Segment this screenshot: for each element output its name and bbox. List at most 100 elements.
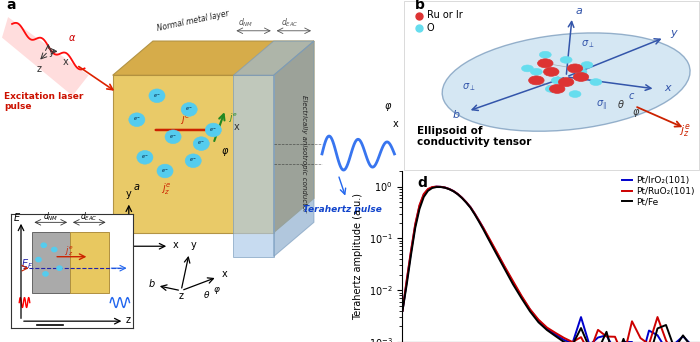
- Circle shape: [41, 243, 46, 247]
- Line: Pt/IrO₂(101): Pt/IrO₂(101): [402, 187, 692, 342]
- Text: $\varphi$: $\varphi$: [631, 107, 640, 119]
- Text: x: x: [233, 122, 239, 132]
- Pt/Fe: [441, 186, 449, 190]
- Text: x: x: [221, 269, 227, 279]
- Pt/IrO₂(101): [419, 193, 428, 197]
- Pt/Fe: [419, 195, 428, 199]
- Circle shape: [193, 137, 209, 150]
- Pt/RuO₂(101): [458, 196, 466, 200]
- Text: z: z: [103, 262, 108, 272]
- Pt/RuO₂(101): [483, 233, 491, 237]
- Pt/Fe: [662, 323, 670, 327]
- Pt/IrO₂(101): [398, 309, 407, 313]
- Pt/Fe: [653, 326, 662, 330]
- Pt/Fe: [492, 251, 500, 255]
- Legend: Pt/IrO₂(101), Pt/RuO₂(101), Pt/Fe: Pt/IrO₂(101), Pt/RuO₂(101), Pt/Fe: [621, 175, 696, 207]
- Pt/IrO₂(101): [500, 265, 509, 269]
- Pt/RuO₂(101): [594, 328, 602, 332]
- Text: $E_F$: $E_F$: [22, 257, 34, 271]
- Text: z: z: [179, 291, 184, 301]
- Pt/IrO₂(101): [679, 334, 687, 338]
- Circle shape: [531, 68, 542, 75]
- Circle shape: [581, 62, 593, 68]
- Text: $\varphi$: $\varphi$: [214, 286, 221, 297]
- Pt/IrO₂(101): [454, 192, 462, 196]
- Circle shape: [157, 164, 173, 178]
- Circle shape: [575, 68, 587, 75]
- Circle shape: [522, 65, 533, 72]
- Pt/Fe: [602, 330, 610, 334]
- Pt/Fe: [466, 206, 475, 210]
- Pt/IrO₂(101): [542, 327, 551, 331]
- Pt/IrO₂(101): [653, 333, 662, 337]
- Pt/Fe: [470, 212, 479, 216]
- Pt/RuO₂(101): [424, 187, 432, 191]
- Pt/RuO₂(101): [398, 309, 407, 313]
- Pt/IrO₂(101): [517, 294, 526, 299]
- Pt/IrO₂(101): [594, 336, 602, 340]
- Pt/IrO₂(101): [483, 234, 491, 238]
- Circle shape: [36, 258, 41, 262]
- Pt/IrO₂(101): [445, 187, 454, 191]
- Pt/Fe: [411, 226, 419, 230]
- Pt/Fe: [475, 220, 483, 224]
- Text: b: b: [149, 279, 155, 289]
- Circle shape: [543, 67, 559, 76]
- Pt/Fe: [526, 309, 534, 313]
- Circle shape: [149, 89, 165, 103]
- Pt/RuO₂(101): [475, 219, 483, 223]
- Pt/RuO₂(101): [568, 340, 577, 342]
- Pt/IrO₂(101): [568, 341, 577, 342]
- Pt/RuO₂(101): [462, 200, 470, 204]
- Text: $e^-$: $e^-$: [209, 126, 218, 134]
- Text: $j^e_z$: $j^e_z$: [679, 122, 691, 139]
- Text: $\alpha$: $\alpha$: [69, 33, 77, 43]
- Pt/IrO₂(101): [602, 333, 610, 337]
- Ellipse shape: [442, 33, 690, 131]
- Text: $\theta$: $\theta$: [203, 289, 211, 300]
- Text: $d_{EAC}$: $d_{EAC}$: [281, 17, 299, 29]
- Pt/Fe: [479, 227, 487, 231]
- Pt/IrO₂(101): [437, 185, 445, 189]
- Pt/RuO₂(101): [407, 249, 415, 253]
- Circle shape: [539, 51, 552, 58]
- Text: $\varphi$: $\varphi$: [384, 102, 393, 114]
- Pt/IrO₂(101): [428, 185, 437, 189]
- Pt/IrO₂(101): [407, 250, 415, 254]
- Pt/IrO₂(101): [475, 219, 483, 223]
- Pt/IrO₂(101): [411, 223, 419, 227]
- Circle shape: [43, 272, 48, 276]
- Pt/IrO₂(101): [449, 189, 458, 193]
- Text: Normal metal layer: Normal metal layer: [156, 9, 230, 33]
- Pt/Fe: [542, 328, 551, 332]
- Text: $e^-$: $e^-$: [141, 154, 149, 161]
- Circle shape: [569, 91, 581, 97]
- Pt/Fe: [445, 187, 454, 191]
- FancyBboxPatch shape: [70, 232, 108, 292]
- Pt/RuO₂(101): [415, 203, 424, 207]
- Circle shape: [590, 79, 602, 86]
- FancyBboxPatch shape: [32, 232, 70, 292]
- Pt/IrO₂(101): [560, 338, 568, 342]
- FancyBboxPatch shape: [404, 1, 699, 170]
- Pt/RuO₂(101): [560, 336, 568, 340]
- Text: y: y: [125, 189, 132, 199]
- Text: $j^e$: $j^e$: [230, 111, 239, 124]
- Pt/RuO₂(101): [402, 278, 411, 282]
- Text: b: b: [414, 0, 424, 12]
- Pt/Fe: [424, 189, 432, 193]
- Text: $\sigma_\perp$: $\sigma_\perp$: [581, 38, 595, 50]
- Pt/Fe: [454, 192, 462, 196]
- Text: $j^e_z$: $j^e_z$: [65, 244, 75, 258]
- Pt/RuO₂(101): [449, 189, 458, 193]
- Pt/Fe: [449, 189, 458, 193]
- Pt/Fe: [458, 196, 466, 200]
- Circle shape: [573, 73, 589, 81]
- Pt/IrO₂(101): [424, 187, 432, 192]
- Text: $d_{NM}$: $d_{NM}$: [238, 17, 253, 29]
- Text: $d_{EAC}$: $d_{EAC}$: [80, 210, 98, 223]
- Pt/RuO₂(101): [517, 294, 526, 298]
- Pt/RuO₂(101): [534, 318, 542, 322]
- Pt/IrO₂(101): [415, 204, 424, 208]
- Text: z: z: [126, 315, 131, 325]
